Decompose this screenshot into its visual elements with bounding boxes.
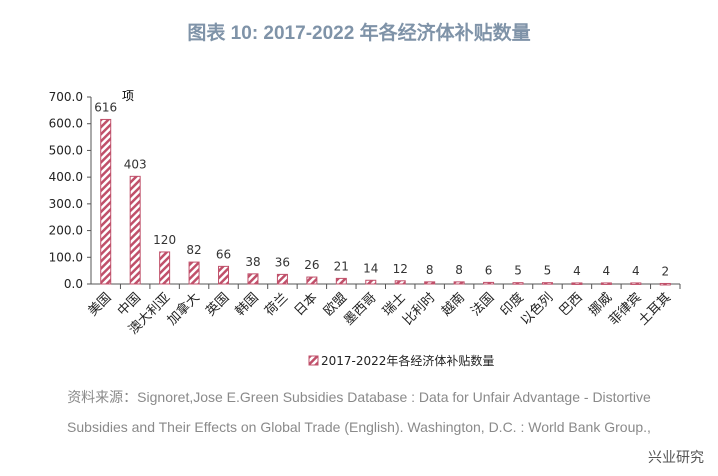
data-label: 36 (275, 255, 290, 269)
bar (276, 273, 288, 285)
y-tick-label: 500.0 (49, 143, 83, 157)
x-tick-label: 以色列 (517, 290, 556, 329)
bar (188, 261, 200, 285)
x-tick-label: 美国 (86, 290, 115, 319)
bar (129, 175, 141, 285)
y-tick-label: 0.0 (64, 277, 83, 291)
data-label: 14 (363, 261, 378, 275)
bar (512, 282, 524, 285)
x-tick-label: 比利时 (400, 290, 438, 328)
x-tick-label: 韩国 (233, 290, 262, 319)
data-label: 403 (124, 157, 147, 171)
data-label: 21 (334, 259, 349, 273)
bar (424, 281, 436, 285)
bar (453, 281, 465, 285)
source-line-1: 资料来源：Signoret,Jose E.Green Subsidies Dat… (67, 389, 651, 405)
bar (247, 273, 259, 285)
data-label: 26 (304, 258, 319, 272)
bar (159, 251, 171, 285)
x-tick-label: 墨西哥 (341, 290, 379, 328)
data-label: 8 (426, 263, 434, 277)
y-tick-label: 300.0 (49, 197, 83, 211)
y-tick-label: 600.0 (49, 117, 83, 131)
bar (335, 277, 347, 285)
bar (100, 118, 112, 285)
bar (541, 282, 553, 285)
y-tick-label: 100.0 (49, 250, 83, 264)
y-tick-label: 700.0 (49, 90, 83, 104)
data-label: 66 (216, 247, 231, 261)
x-tick-label: 加拿大 (164, 290, 203, 329)
y-tick-label: 200.0 (49, 224, 83, 238)
chart-title: 图表 10: 2017-2022 年各经济体补贴数量 (187, 23, 531, 44)
data-label: 4 (603, 264, 611, 278)
bar (571, 282, 583, 285)
data-label: 616 (94, 100, 117, 114)
bar (659, 282, 671, 286)
bar (218, 265, 230, 285)
x-tick-label: 土耳其 (636, 290, 674, 328)
y-tick-label: 400.0 (49, 170, 83, 184)
data-label: 38 (245, 255, 260, 269)
y-axis-unit: 项 (122, 89, 134, 103)
data-label: 2 (661, 264, 669, 278)
bar (365, 279, 377, 285)
legend-label: 2017-2022年各经济体补贴数量 (321, 353, 494, 368)
legend-swatch (308, 355, 319, 366)
bar (394, 280, 406, 285)
data-label: 4 (632, 264, 640, 278)
x-tick-label: 法国 (468, 290, 497, 319)
bar (630, 282, 642, 285)
data-label: 5 (544, 264, 552, 278)
x-tick-label: 越南 (438, 290, 468, 320)
source-line-2: Subsidies and Their Effects on Global Tr… (67, 419, 651, 435)
data-label: 120 (153, 233, 176, 247)
data-label: 5 (514, 264, 522, 278)
x-tick-label: 日本 (292, 290, 321, 319)
data-label: 8 (455, 263, 463, 277)
x-tick-label: 菲律宾 (606, 290, 645, 329)
x-tick-label: 英国 (203, 290, 232, 319)
bar (306, 276, 318, 285)
data-label: 6 (485, 263, 493, 277)
x-tick-label: 巴西 (557, 290, 586, 319)
data-label: 4 (573, 264, 581, 278)
brand-label: 兴业研究 (648, 450, 704, 466)
bar (600, 282, 612, 285)
data-label: 12 (393, 262, 408, 276)
data-label: 82 (186, 243, 201, 257)
bar (483, 281, 495, 285)
x-tick-label: 荷兰 (262, 290, 291, 319)
